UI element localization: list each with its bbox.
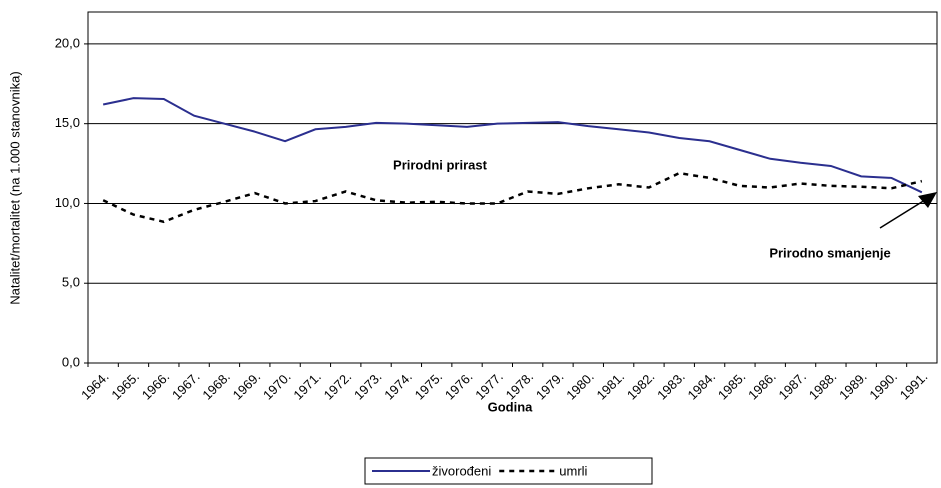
x-tick-label: 1988. [806,369,840,403]
legend-label: umrli [559,463,587,478]
y-tick-label: 15,0 [55,115,80,130]
x-tick-label: 1987. [775,369,809,403]
x-tick-label: 1974. [381,369,415,403]
arrow-head [918,192,937,208]
x-tick-label: 1964. [78,369,112,403]
x-tick-label: 1986. [745,369,779,403]
series-line [102,171,923,224]
x-tick-label: 1972. [321,369,355,403]
x-tick-label: 1968. [199,369,233,403]
legend-label: živorođeni [432,463,491,478]
legend: živorođeni umrli [364,457,653,485]
annotation: Prirodni prirast [393,157,488,172]
y-tick-label: 0,0 [62,354,80,369]
plot-frame [87,11,938,364]
y-tick-label: 20,0 [55,35,80,50]
x-tick-label: 1984. [685,369,719,403]
annotation-arrow [879,199,926,229]
x-tick-label: 1970. [260,369,294,403]
x-tick-label: 1983. [654,369,688,403]
x-tick-label: 1979. [533,369,567,403]
x-tick-label: 1978. [503,369,537,403]
x-tick-label: 1980. [563,369,597,403]
x-tick-label: 1973. [351,369,385,403]
x-tick-label: 1966. [139,369,173,403]
x-tick-label: 1969. [230,369,264,403]
x-tick-label: 1975. [412,369,446,403]
x-tick-label: 1977. [472,369,506,403]
series-line [102,97,923,194]
x-tick-label: 1971. [290,369,324,403]
x-tick-label: 1982. [624,369,658,403]
y-tick-label: 10,0 [55,195,80,210]
x-tick-label: 1985. [715,369,749,403]
y-axis-title: Natalitet/mortalitet (na 1.000 stanovnik… [7,71,22,304]
x-tick-label: 1989. [836,369,870,403]
x-tick-label: 1965. [108,369,142,403]
annotation: Prirodno smanjenje [769,245,890,260]
y-tick-label: 5,0 [62,275,80,290]
x-tick-label: 1981. [594,369,628,403]
x-tick-label: 1991. [897,369,931,403]
x-tick-label: 1990. [866,369,900,403]
x-tick-label: 1967. [169,369,203,403]
x-tick-label: 1976. [442,369,476,403]
x-axis-title: Godina [488,399,534,414]
